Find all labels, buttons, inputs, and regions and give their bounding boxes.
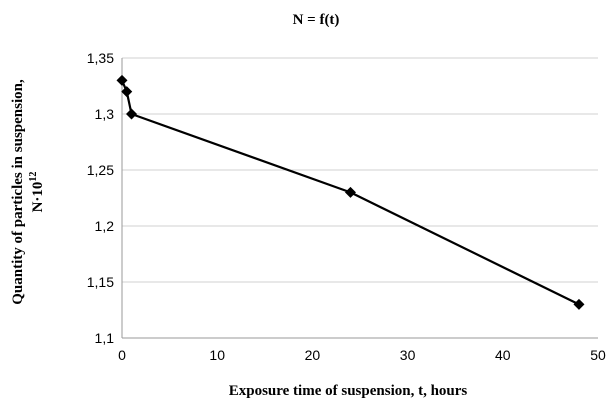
data-points xyxy=(116,74,585,310)
y-tick-label: 1,2 xyxy=(95,218,115,234)
x-axis-label: Exposure time of suspension, t, hours xyxy=(229,383,468,399)
y-tick-label: 1,15 xyxy=(87,274,114,290)
x-tick-labels: 0 10 20 30 40 50 xyxy=(118,347,606,363)
y-tick-label: 1,3 xyxy=(95,106,115,122)
chart-title: N = f(t) xyxy=(293,12,340,28)
x-tick-label: 40 xyxy=(495,347,511,363)
y-tick-label: 1,35 xyxy=(87,50,114,66)
x-tick-label: 30 xyxy=(400,347,416,363)
data-point-marker xyxy=(116,74,128,86)
y-axis-label-unit: N·10 xyxy=(30,182,46,213)
x-tick-label: 20 xyxy=(305,347,321,363)
data-point-marker xyxy=(126,108,138,120)
y-axis-label: Quantity of particles in suspension, N·1… xyxy=(10,79,46,305)
x-tick-label: 0 xyxy=(118,347,126,363)
y-tick-label: 1,1 xyxy=(95,330,115,346)
data-point-marker xyxy=(573,298,585,310)
y-axis-label-line2: N·1012 xyxy=(28,172,46,213)
data-point-marker xyxy=(121,86,133,98)
y-tick-label: 1,25 xyxy=(87,162,114,178)
y-tick-labels: 1,1 1,15 1,2 1,25 1,3 1,35 xyxy=(87,50,114,346)
data-point-marker xyxy=(344,186,356,198)
x-tick-label: 50 xyxy=(590,347,606,363)
y-axis-label-line1: Quantity of particles in suspension, xyxy=(10,79,26,305)
y-axis-label-exponent: 12 xyxy=(28,172,39,182)
grid-lines xyxy=(122,57,598,283)
x-tick-label: 10 xyxy=(209,347,225,363)
